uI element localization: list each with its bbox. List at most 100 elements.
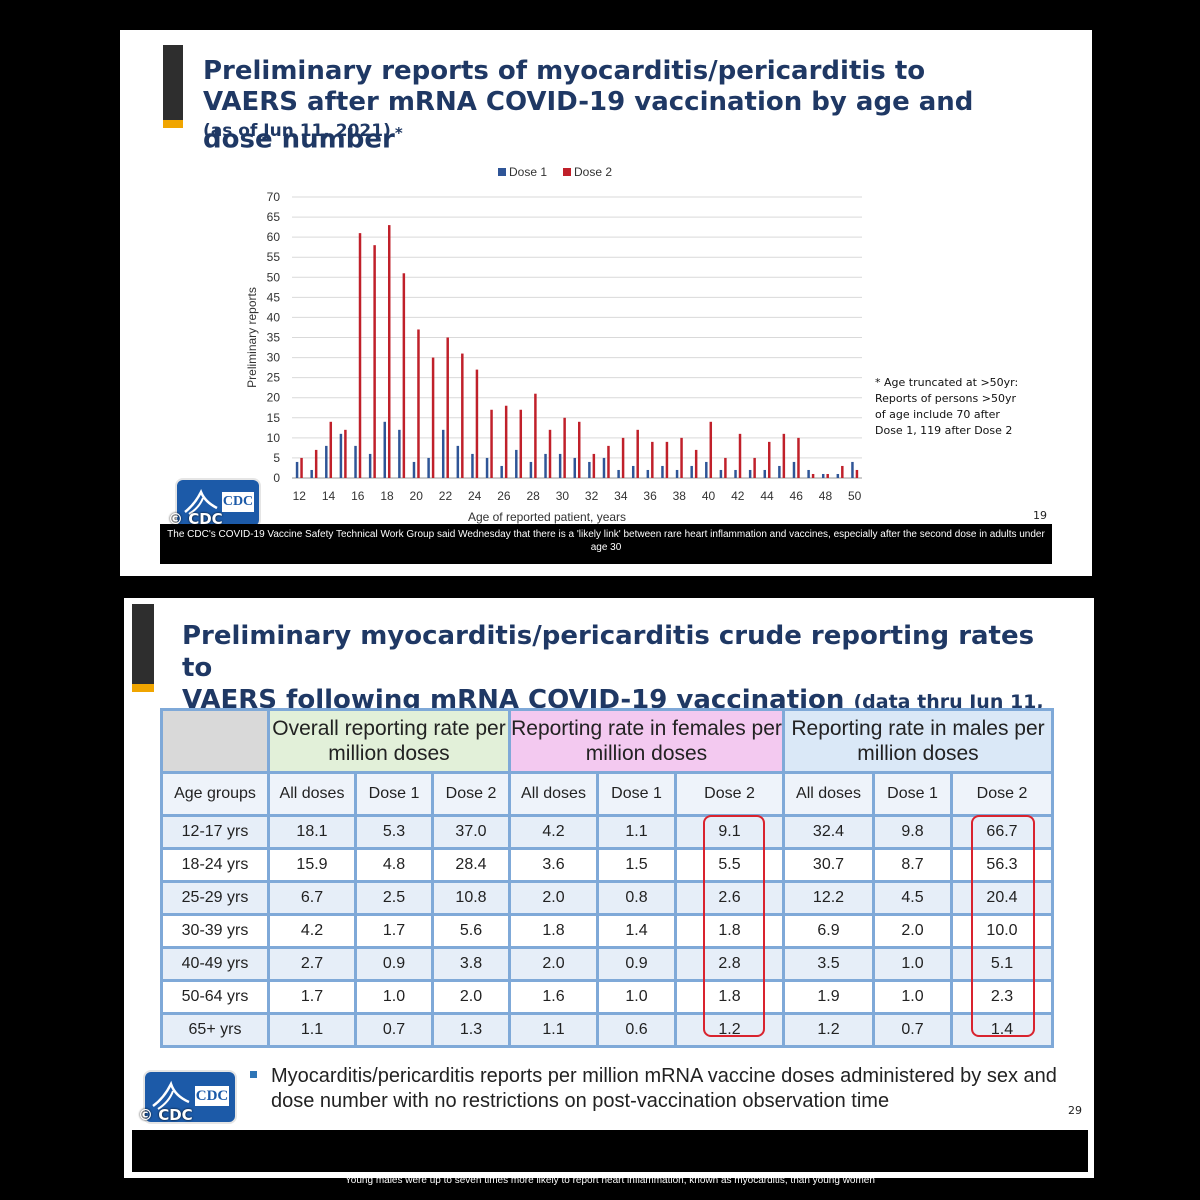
bar-dose-2 <box>490 409 493 478</box>
y-tick-label: 25 <box>267 371 281 385</box>
bar-dose-2 <box>768 441 771 478</box>
bar-dose-2 <box>636 429 639 478</box>
bar-dose-2 <box>534 393 537 478</box>
column-header: Dose 2 <box>431 771 511 817</box>
x-tick-label: 48 <box>819 489 833 503</box>
table-corner-cell <box>160 708 270 774</box>
y-tick-label: 30 <box>267 351 281 365</box>
bar-dose-1 <box>792 461 796 478</box>
x-tick-label: 14 <box>322 489 336 503</box>
bullet-icon <box>250 1071 257 1078</box>
y-tick-label: 45 <box>267 290 281 304</box>
y-tick-label: 10 <box>267 431 281 445</box>
rate-cell: 30.7 <box>782 847 875 883</box>
table-row: 40-49 yrs 2.7 0.9 3.8 2.0 0.9 2.8 3.5 1.0 5.1 <box>160 946 1054 982</box>
x-tick-label: 38 <box>673 489 687 503</box>
x-tick-label: 18 <box>380 489 394 503</box>
bar-dose-2 <box>797 437 800 478</box>
rate-cell: 4.8 <box>354 847 434 883</box>
rate-cell: 28.4 <box>431 847 511 883</box>
column-header: All doses <box>267 771 357 817</box>
rate-cell: 2.3 <box>950 979 1054 1015</box>
rate-cell: 2.0 <box>508 946 599 982</box>
rate-cell: 1.2 <box>674 1012 785 1048</box>
y-tick-label: 35 <box>267 331 281 345</box>
bar-dose-2 <box>724 457 727 478</box>
bar-dose-1 <box>588 461 591 478</box>
slide-2-side-bar <box>132 604 154 684</box>
bar-dose-1 <box>544 453 547 478</box>
cdc-watermark: © CDC <box>168 510 223 528</box>
x-tick-label: 24 <box>468 489 482 503</box>
bar-dose-2 <box>314 449 318 478</box>
slide-2-caption: Young males were up to seven times more … <box>132 1130 1088 1186</box>
bar-dose-2 <box>592 453 596 478</box>
hhs-eagle-icon <box>152 1080 190 1110</box>
bar-dose-1 <box>412 461 416 478</box>
slide-1-accent-bar <box>163 120 183 128</box>
bar-dose-1 <box>748 469 752 478</box>
rate-cell: 32.4 <box>782 814 875 850</box>
bar-dose-2 <box>402 273 406 478</box>
column-header: Dose 2 <box>950 771 1054 817</box>
rate-cell: 2.7 <box>267 946 357 982</box>
age-group-cell: 65+ yrs <box>160 1012 270 1048</box>
legend-label: Dose 1 <box>509 165 547 179</box>
bar-dose-2 <box>621 437 625 478</box>
rate-cell: 1.8 <box>674 979 785 1015</box>
rate-cell: 5.5 <box>674 847 785 883</box>
rate-cell: 1.0 <box>354 979 434 1015</box>
footnote-line: Reports of persons >50yr <box>875 392 1016 405</box>
rate-cell: 4.2 <box>508 814 599 850</box>
legend-swatch <box>563 168 571 176</box>
slide-1-page-number: 19 <box>1033 509 1047 522</box>
x-tick-label: 28 <box>526 489 540 503</box>
slide-2-accent-bar <box>132 684 154 692</box>
rate-cell: 10.0 <box>950 913 1054 949</box>
x-tick-label: 22 <box>439 489 453 503</box>
rate-cell: 0.9 <box>596 946 677 982</box>
bar-dose-2 <box>826 473 829 478</box>
rate-cell: 18.1 <box>267 814 357 850</box>
column-header: Dose 1 <box>596 771 677 817</box>
rate-cell: 1.4 <box>950 1012 1054 1048</box>
bar-dose-2 <box>329 421 333 478</box>
rate-cell: 1.9 <box>782 979 875 1015</box>
bar-dose-2 <box>344 429 347 478</box>
x-tick-label: 34 <box>614 489 628 503</box>
footnote-line: of age include 70 after <box>875 408 1000 421</box>
x-tick-label: 44 <box>760 489 774 503</box>
footnote-line: Dose 1, 119 after Dose 2 <box>875 424 1013 437</box>
header-males: Reporting rate in males per million dose… <box>782 708 1054 774</box>
y-tick-label: 40 <box>267 310 281 324</box>
bar-dose-2 <box>417 329 420 478</box>
x-tick-label: 16 <box>351 489 365 503</box>
cdc-watermark: © CDC <box>138 1106 193 1124</box>
rate-cell: 9.1 <box>674 814 785 850</box>
bar-dose-1 <box>719 469 723 478</box>
x-tick-label: 32 <box>585 489 599 503</box>
rate-cell: 1.5 <box>596 847 677 883</box>
bar-dose-1 <box>836 473 840 478</box>
age-group-cell: 40-49 yrs <box>160 946 270 982</box>
bar-dose-2 <box>855 469 859 478</box>
rate-cell: 5.6 <box>431 913 511 949</box>
cdc-logo: CDC <box>175 478 261 528</box>
rate-cell: 1.4 <box>596 913 677 949</box>
slide-1-title: Preliminary reports of myocarditis/peric… <box>203 56 974 155</box>
rate-cell: 9.8 <box>872 814 953 850</box>
y-tick-label: 0 <box>273 471 280 485</box>
bar-dose-1 <box>368 453 372 478</box>
rate-cell: 4.5 <box>872 880 953 916</box>
bar-dose-1 <box>427 457 430 478</box>
rate-cell: 0.6 <box>596 1012 677 1048</box>
rate-cell: 2.0 <box>508 880 599 916</box>
slide-2-title-line-1: Preliminary myocarditis/pericarditis cru… <box>182 621 1035 683</box>
bar-dose-1 <box>705 461 708 478</box>
rate-cell: 0.8 <box>596 880 677 916</box>
age-group-cell: 25-29 yrs <box>160 880 270 916</box>
female-dose-2-highlight <box>703 815 765 1037</box>
x-tick-label: 50 <box>848 489 862 503</box>
bar-dose-1 <box>690 465 693 478</box>
x-tick-label: 26 <box>497 489 511 503</box>
